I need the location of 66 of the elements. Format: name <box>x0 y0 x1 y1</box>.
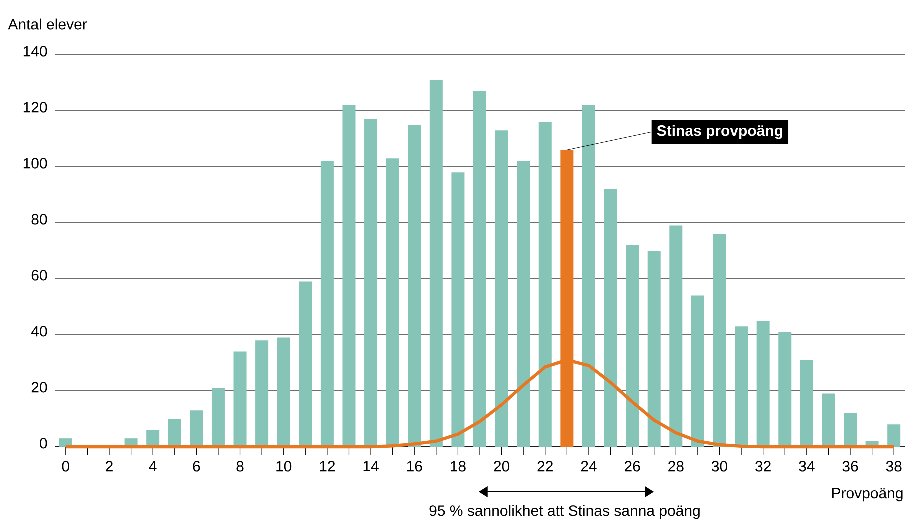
x-tick-label: 18 <box>451 461 466 472</box>
x-tick-label: 24 <box>581 461 597 472</box>
bar <box>59 438 72 447</box>
bar <box>517 161 530 447</box>
bar <box>844 413 858 447</box>
y-tick-label: 40 <box>31 326 48 337</box>
x-tick-label: 8 <box>236 461 244 472</box>
x-tick-label: 14 <box>364 461 379 472</box>
y-tick-label: 140 <box>24 46 48 57</box>
bar <box>474 91 486 447</box>
x-tick-label: 16 <box>407 461 422 472</box>
bar <box>234 352 247 447</box>
bar <box>277 338 290 447</box>
y-tick-label: 20 <box>32 382 48 393</box>
x-tick-label: 38 <box>886 461 902 472</box>
bar <box>212 388 225 447</box>
y-tick-label: 100 <box>24 158 48 169</box>
bar <box>364 119 378 447</box>
bar <box>691 296 704 447</box>
bar <box>386 158 400 447</box>
annotation: Stinas provpoäng <box>657 125 782 140</box>
bar <box>670 226 683 447</box>
bar <box>430 80 443 447</box>
x-tick-label: 4 <box>149 461 157 472</box>
bar <box>320 161 334 447</box>
bar <box>256 340 269 447</box>
bar <box>190 410 204 447</box>
bar <box>626 245 640 447</box>
bar <box>538 122 552 447</box>
x-tick-label: 26 <box>624 461 640 472</box>
bar <box>342 105 356 447</box>
bar <box>582 105 596 447</box>
bar <box>778 332 792 447</box>
x-axis-title: Provpoäng <box>832 488 903 502</box>
x-tick-label: 10 <box>276 461 292 472</box>
bar <box>822 394 836 447</box>
x-tick-label: 12 <box>320 461 336 472</box>
x-tick-label: 34 <box>799 461 815 472</box>
bar <box>146 430 160 447</box>
bar <box>452 172 465 447</box>
y-tick-label: 60 <box>32 270 48 281</box>
x-tick-label: 32 <box>756 461 771 472</box>
y-axis-title: Antal elever <box>8 18 88 30</box>
x-tick-label: 28 <box>668 461 684 472</box>
bar <box>299 282 312 447</box>
bar <box>648 250 661 447</box>
x-tick-label: 0 <box>62 461 70 472</box>
x-tick-label: 30 <box>712 461 728 472</box>
y-tick-label: 0 <box>40 438 48 449</box>
bar <box>800 360 814 447</box>
bar <box>604 189 618 447</box>
y-tick-label: 80 <box>32 214 48 225</box>
x-tick-label: 6 <box>193 461 200 472</box>
x-tick-label: 22 <box>538 461 553 472</box>
x-tick-label: 36 <box>842 461 858 472</box>
bar <box>408 124 422 447</box>
bar <box>495 130 508 447</box>
bar <box>888 424 901 447</box>
x-tick-label: 2 <box>106 461 113 472</box>
bar <box>713 234 726 447</box>
x-tick-label: 20 <box>494 461 510 472</box>
y-tick-label: 120 <box>24 102 48 113</box>
text: 95 % sannolikhet att Stinas sanna poäng <box>430 505 700 520</box>
bar <box>756 320 770 447</box>
bar <box>735 326 748 447</box>
bar <box>168 418 182 447</box>
